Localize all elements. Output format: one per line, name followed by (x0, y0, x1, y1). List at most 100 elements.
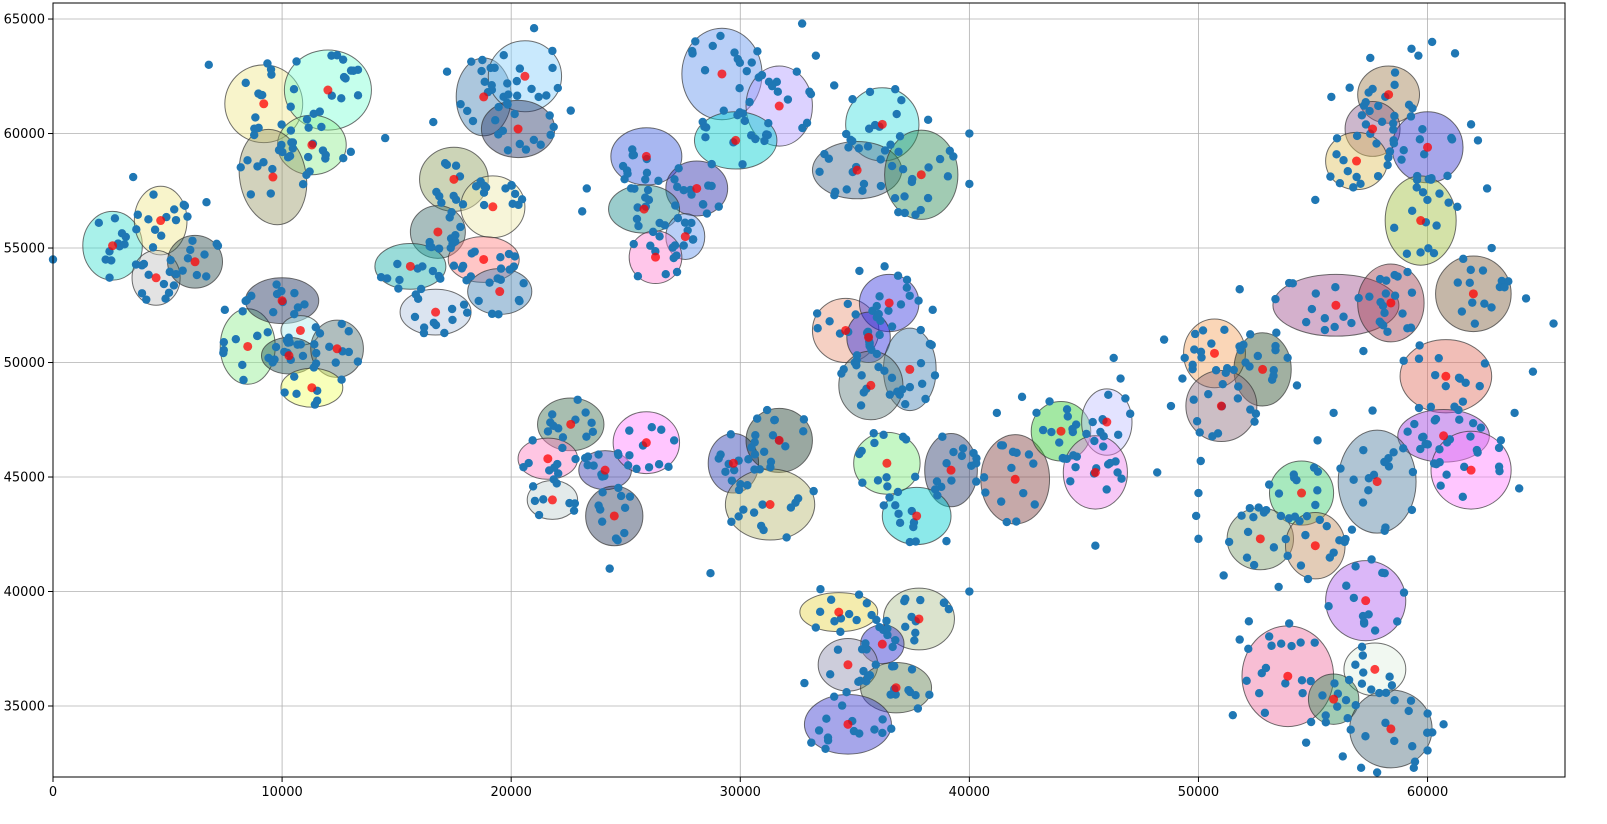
data-point (913, 704, 923, 713)
cluster-center (520, 71, 530, 81)
data-point (1235, 342, 1244, 351)
data-point (1253, 351, 1263, 361)
data-point (1339, 156, 1348, 165)
data-point (1281, 679, 1290, 688)
data-point (1346, 725, 1355, 734)
cluster-center (1416, 216, 1426, 226)
data-point (1062, 454, 1071, 464)
data-point (1435, 445, 1444, 454)
data-point (463, 106, 472, 116)
data-point (558, 433, 568, 442)
data-point (502, 98, 512, 108)
data-point (238, 307, 247, 316)
data-point (1370, 626, 1380, 635)
data-point (673, 182, 682, 192)
data-point (521, 145, 531, 154)
data-point (902, 283, 912, 292)
data-point (1254, 688, 1264, 698)
cluster-center (1423, 142, 1433, 152)
cluster-center (1468, 289, 1478, 299)
data-point (839, 365, 848, 374)
data-point (253, 162, 262, 171)
data-point (1372, 139, 1381, 148)
data-point (708, 41, 717, 51)
data-point (543, 427, 553, 436)
data-point (1357, 679, 1367, 688)
data-point (236, 163, 245, 172)
data-point (886, 140, 895, 149)
data-point (582, 184, 591, 193)
cluster-center (641, 438, 651, 448)
data-point (1423, 709, 1432, 718)
data-point (1344, 675, 1354, 685)
data-point (664, 462, 673, 472)
data-point (573, 395, 582, 404)
data-point (886, 690, 895, 699)
data-point (648, 227, 658, 237)
data-point (1430, 416, 1440, 425)
data-point (286, 102, 295, 111)
data-point (837, 701, 847, 710)
data-point (863, 672, 873, 682)
data-point (1385, 672, 1394, 681)
data-point (327, 51, 336, 60)
cluster-center (566, 419, 576, 429)
data-point (1375, 274, 1385, 284)
data-point (743, 481, 752, 490)
data-point (1303, 574, 1313, 584)
data-point (981, 488, 990, 497)
data-point (1390, 80, 1399, 90)
data-point (750, 450, 760, 459)
data-point (1326, 172, 1335, 181)
data-point (434, 244, 444, 253)
data-point (863, 142, 873, 151)
data-point (1361, 732, 1370, 741)
data-point (646, 241, 655, 250)
data-point (331, 358, 340, 367)
cluster-center (641, 151, 651, 161)
data-point (545, 111, 554, 120)
data-point (1504, 277, 1513, 286)
data-point (965, 179, 974, 189)
data-point (880, 262, 889, 271)
data-point (927, 340, 936, 350)
data-point (1390, 291, 1400, 300)
data-point (311, 323, 320, 332)
data-point (642, 168, 652, 177)
data-point (594, 450, 603, 459)
cluster-center (1466, 465, 1476, 475)
data-point (1332, 150, 1341, 159)
data-point (1276, 639, 1286, 648)
data-point (727, 476, 737, 485)
data-point (628, 151, 637, 160)
data-point (515, 297, 524, 306)
data-point (440, 328, 449, 338)
data-point (545, 466, 554, 475)
data-point (1416, 248, 1425, 257)
data-point (1104, 390, 1113, 400)
data-point (727, 517, 736, 526)
data-point (1356, 179, 1365, 189)
data-point (254, 123, 263, 133)
data-point (855, 729, 864, 738)
data-point (1352, 131, 1362, 141)
data-point (416, 284, 426, 294)
data-point (932, 477, 942, 486)
data-point (494, 102, 503, 112)
data-point (142, 295, 151, 304)
cluster-center (243, 341, 253, 351)
data-point (822, 714, 831, 723)
data-point (1091, 541, 1100, 550)
data-point (1454, 405, 1463, 415)
cluster-center (307, 383, 317, 393)
data-point (1292, 475, 1301, 485)
data-point (105, 273, 114, 282)
data-point (1313, 436, 1322, 445)
data-point (632, 464, 641, 474)
data-point (898, 385, 907, 394)
data-point (1302, 511, 1312, 521)
data-point (353, 357, 363, 366)
data-point (1415, 135, 1425, 144)
data-point (491, 116, 500, 125)
cluster-center (1386, 298, 1396, 308)
